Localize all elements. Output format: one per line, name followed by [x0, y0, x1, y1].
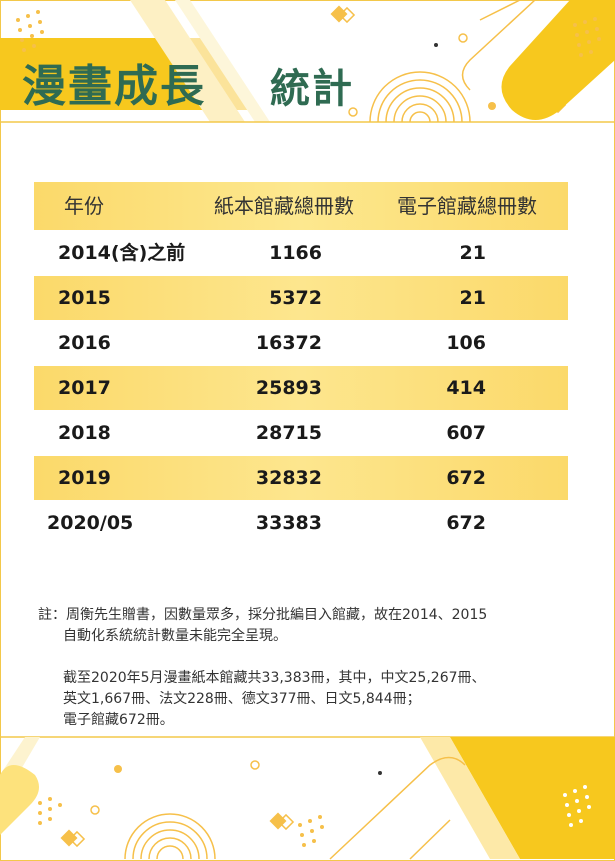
row-ebook: 672 [446, 512, 486, 534]
header-decoration [0, 0, 615, 123]
row-year: 2020/05 [47, 512, 134, 534]
stats-table: 年份 紙本館藏總冊數 電子館藏總冊數 2014(含)之前 1166 21 201… [34, 182, 568, 546]
row-year: 2019 [58, 467, 111, 489]
row-ebook: 607 [446, 422, 486, 444]
notes-section: 註：周衡先生贈書，因數量眾多，採分批編目入館藏，故在2014、2015 自動化系… [38, 605, 578, 731]
table-row: 2017 25893 414 [34, 366, 568, 410]
header-ebook-total: 電子館藏總冊數 [397, 194, 537, 218]
note-line: 電子館藏672冊。 [63, 712, 174, 728]
row-print: 5372 [269, 287, 322, 309]
table-row: 2015 5372 21 [34, 276, 568, 320]
note-line: 截至2020年5月漫畫紙本館藏共33,383冊，其中，中文25,267冊、 [63, 670, 486, 686]
row-print: 25893 [255, 377, 322, 399]
row-year: 2014(含)之前 [58, 242, 186, 264]
footer-decoration [0, 736, 615, 860]
note-line: 自動化系統統計數量未能完全呈現。 [63, 628, 287, 644]
row-ebook: 106 [446, 332, 486, 354]
table-row: 2014(含)之前 1166 21 [34, 231, 568, 275]
table-row: 2016 16372 106 [34, 321, 568, 365]
row-year: 2016 [58, 332, 111, 354]
header-year: 年份 [64, 194, 104, 218]
row-year: 2018 [58, 422, 111, 444]
row-print: 28715 [255, 422, 322, 444]
page-subtitle: 統計 [270, 66, 354, 112]
table-row: 2020/05 33383 672 [34, 501, 568, 545]
table-header-row: 年份 紙本館藏總冊數 電子館藏總冊數 [34, 182, 568, 230]
row-year: 2015 [58, 287, 111, 309]
row-year: 2017 [58, 377, 111, 399]
row-ebook: 21 [459, 242, 486, 264]
row-print: 16372 [255, 332, 322, 354]
page-title: 漫畫成長 [22, 61, 206, 112]
row-ebook: 414 [446, 377, 486, 399]
table-row: 2019 32832 672 [34, 456, 568, 500]
table-row: 2018 28715 607 [34, 411, 568, 455]
header-print-total: 紙本館藏總冊數 [214, 194, 354, 218]
note-line: 註：周衡先生贈書，因數量眾多，採分批編目入館藏，故在2014、2015 [38, 607, 488, 623]
row-ebook: 672 [446, 467, 486, 489]
row-print: 33383 [255, 512, 322, 534]
row-print: 32832 [255, 467, 322, 489]
row-ebook: 21 [459, 287, 486, 309]
note-line: 英文1,667冊、法文228冊、德文377冊、日文5,844冊； [63, 691, 421, 707]
row-print: 1166 [269, 242, 322, 264]
